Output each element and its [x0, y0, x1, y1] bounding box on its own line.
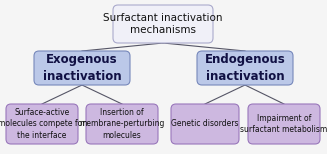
FancyBboxPatch shape	[6, 104, 78, 144]
Text: Surfactant inactivation
mechanisms: Surfactant inactivation mechanisms	[103, 13, 223, 35]
FancyBboxPatch shape	[113, 5, 213, 43]
FancyBboxPatch shape	[171, 104, 239, 144]
Text: Genetic disorders: Genetic disorders	[171, 120, 239, 128]
FancyBboxPatch shape	[34, 51, 130, 85]
Text: Surface-active
molecules compete for
the interface: Surface-active molecules compete for the…	[0, 108, 86, 140]
FancyBboxPatch shape	[248, 104, 320, 144]
Text: Exogenous
inactivation: Exogenous inactivation	[43, 53, 121, 83]
Text: Impairment of
surfactant metabolism: Impairment of surfactant metabolism	[240, 114, 327, 134]
FancyBboxPatch shape	[197, 51, 293, 85]
Text: Insertion of
membrane-perturbing
molecules: Insertion of membrane-perturbing molecul…	[79, 108, 165, 140]
Text: Endogenous
inactivation: Endogenous inactivation	[205, 53, 285, 83]
FancyBboxPatch shape	[86, 104, 158, 144]
